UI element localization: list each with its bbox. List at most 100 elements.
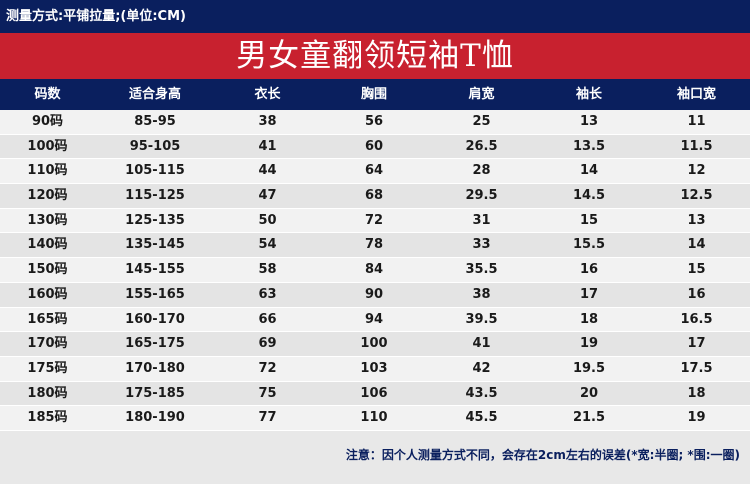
- table-cell: 12: [687, 163, 706, 179]
- table-cell: 66: [258, 311, 277, 327]
- table-cell: 115-125: [125, 188, 185, 204]
- title-banner: 男女童翻领短袖T恤: [0, 33, 750, 79]
- table-row: 100码 95-105 41 60 26.5 13.5 11.5: [0, 134, 750, 160]
- table-cell: 58: [258, 262, 277, 278]
- table-cell: 13.5: [572, 138, 606, 154]
- column-header: 肩宽: [468, 87, 495, 102]
- table-cell: 13: [579, 114, 599, 129]
- table-cell: 90码: [31, 114, 64, 129]
- table-cell: 160码: [27, 286, 68, 302]
- table-row: 90码 85-95 38 56 25 13 11: [0, 110, 750, 135]
- table-cell: 170-180: [125, 360, 185, 376]
- table-cell: 60: [364, 138, 384, 154]
- table-cell: 78: [364, 237, 384, 253]
- table-cell: 39.5: [465, 311, 498, 327]
- table-cell: 16.5: [680, 311, 713, 327]
- table-cell: 45.5: [465, 410, 498, 426]
- table-cell: 100码: [27, 138, 68, 154]
- table-cell: 165-175: [125, 336, 185, 352]
- table-row: 160码 155-165 63 90 38 17 16: [0, 282, 750, 308]
- table-cell: 41: [472, 336, 491, 352]
- table-cell: 16: [579, 262, 599, 278]
- table-cell: 14: [579, 163, 599, 179]
- column-header: 衣长: [254, 87, 281, 102]
- table-cell: 41: [258, 138, 277, 154]
- table-row: 150码 145-155 58 84 35.5 16 15: [0, 258, 750, 283]
- table-cell: 14.5: [572, 188, 606, 204]
- table-cell: 145-155: [125, 262, 185, 278]
- table-cell: 31: [472, 212, 491, 228]
- column-header: 袖口宽: [676, 87, 716, 102]
- table-cell: 77: [258, 410, 277, 426]
- table-cell: 42: [472, 360, 491, 376]
- table-cell: 85-95: [134, 114, 176, 129]
- table-row: 175码 170-180 72 103 42 19.5 17.5: [0, 356, 750, 382]
- table-cell: 170码: [27, 336, 68, 352]
- table-cell: 160-170: [125, 311, 185, 327]
- measurement-note: 注意：因个人测量方式不同，会存在2cm左右的误差(*宽:半圈; *围:一圈): [345, 448, 740, 462]
- table-cell: 28: [472, 163, 491, 179]
- table-row: 120码 115-125 47 68 29.5 14.5 12.5: [0, 184, 750, 209]
- table-cell: 106: [360, 385, 388, 401]
- table-cell: 130码: [27, 212, 68, 228]
- column-header: 码数: [34, 87, 61, 102]
- table-header: 码数 适合身高 衣长 胸围 肩宽 袖长 袖口宽: [0, 79, 750, 110]
- table-cell: 50: [258, 212, 277, 228]
- table-row: 185码 180-190 77 110 45.5 21.5 19: [0, 406, 750, 431]
- table-cell: 135-145: [125, 237, 185, 253]
- measure-method-bar: 测量方式:平铺拉量;(单位:CM): [0, 0, 750, 33]
- table-cell: 94: [364, 311, 384, 327]
- table-cell: 180码: [27, 385, 68, 401]
- table-cell: 19: [687, 410, 706, 426]
- table-cell: 15.5: [572, 237, 606, 253]
- table-cell: 155-165: [125, 286, 185, 302]
- table-cell: 110码: [27, 163, 68, 179]
- table-cell: 56: [364, 114, 384, 129]
- table-cell: 150码: [27, 262, 68, 278]
- table-cell: 44: [258, 163, 277, 179]
- table-cell: 11.5: [680, 138, 713, 154]
- table-cell: 12.5: [680, 188, 713, 204]
- table-cell: 17: [579, 286, 599, 302]
- table-cell: 105-115: [125, 163, 185, 179]
- table-cell: 68: [364, 188, 384, 204]
- table-cell: 47: [258, 188, 277, 204]
- table-cell: 125-135: [125, 212, 185, 228]
- table-cell: 54: [258, 237, 277, 253]
- table-cell: 165码: [27, 311, 68, 327]
- table-cell: 33: [472, 237, 491, 253]
- table-cell: 25: [472, 114, 491, 129]
- table-cell: 75: [258, 385, 277, 401]
- table-cell: 18: [579, 311, 599, 327]
- table-cell: 38: [258, 114, 277, 129]
- table-cell: 185码: [27, 410, 68, 426]
- table-cell: 180-190: [125, 410, 185, 426]
- table-cell: 38: [472, 286, 491, 302]
- table-cell: 17.5: [680, 360, 713, 376]
- table-row: 110码 105-115 44 64 28 14 12: [0, 159, 750, 185]
- table-cell: 18: [687, 385, 706, 401]
- measure-method-text: 测量方式:平铺拉量;(单位:CM): [6, 9, 186, 24]
- table-cell: 21.5: [572, 410, 606, 426]
- table-cell: 69: [258, 336, 277, 352]
- table-cell: 95-105: [129, 138, 181, 154]
- table-row: 130码 125-135 50 72 31 15 13: [0, 208, 750, 234]
- table-cell: 26.5: [465, 138, 498, 154]
- table-cell: 110: [360, 410, 388, 426]
- table-row: 170码 165-175 69 100 41 19 17: [0, 332, 750, 357]
- table-row: 140码 135-145 54 78 33 15.5 14: [0, 233, 750, 259]
- table-row: 165码 160-170 66 94 39.5 18 16.5: [0, 307, 750, 333]
- table-cell: 13: [687, 212, 706, 228]
- table-cell: 175码: [27, 360, 68, 376]
- table-cell: 20: [579, 385, 599, 401]
- table-cell: 19: [579, 336, 599, 352]
- table-cell: 175-185: [125, 385, 185, 401]
- table-cell: 90: [364, 286, 384, 302]
- table-cell: 14: [687, 237, 706, 253]
- table-cell: 64: [364, 163, 384, 179]
- table-row: 180码 175-185 75 106 43.5 20 18: [0, 381, 750, 407]
- table-cell: 29.5: [465, 188, 498, 204]
- table-cell: 19.5: [572, 360, 606, 376]
- table-cell: 15: [579, 212, 599, 228]
